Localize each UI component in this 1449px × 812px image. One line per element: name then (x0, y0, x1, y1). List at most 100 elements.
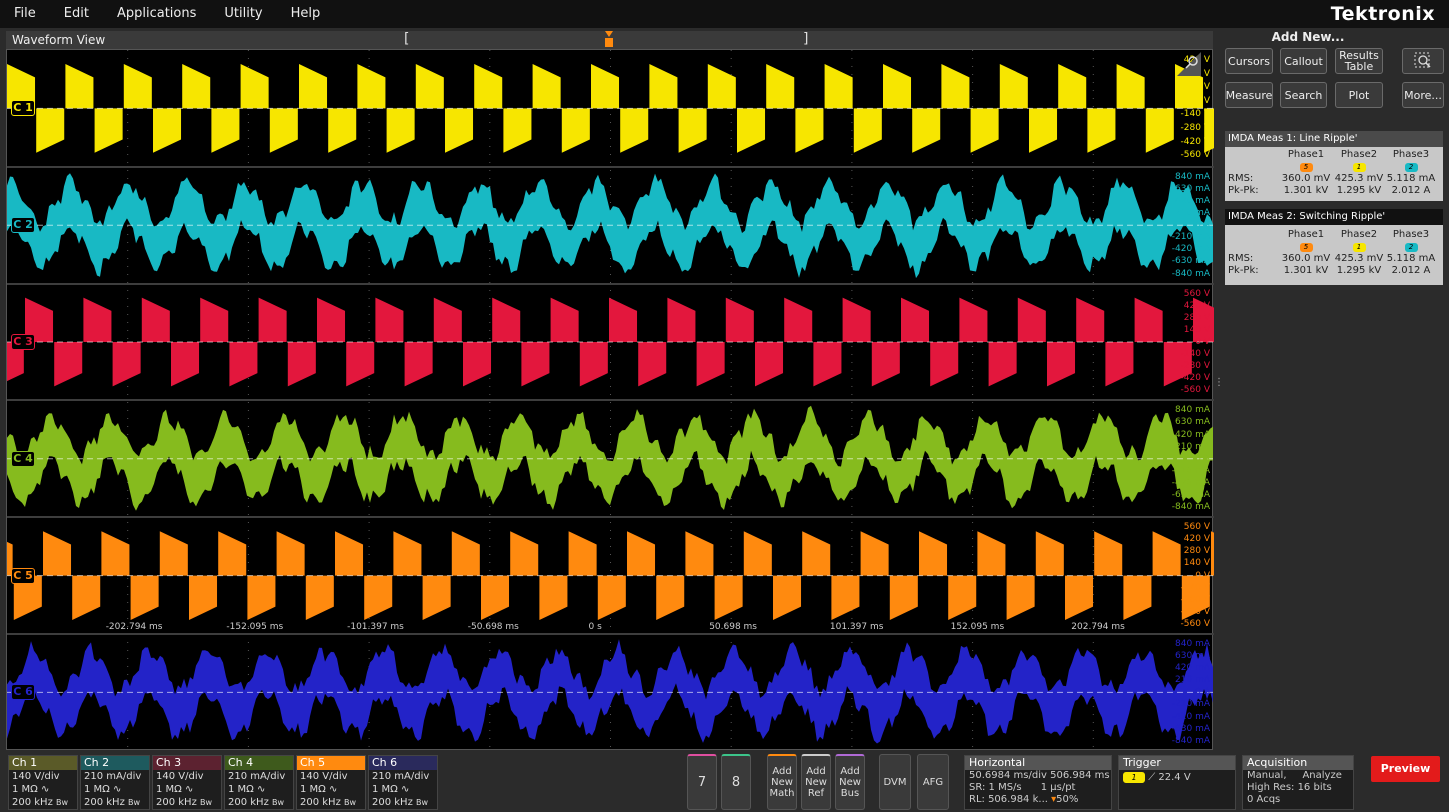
scale-label: 420 mA (1175, 663, 1210, 674)
menu-applications[interactable]: Applications (116, 6, 197, 21)
trigger-level: 22.4 V (1158, 772, 1191, 783)
channel-3-handle[interactable]: C 3 (11, 334, 35, 350)
scale-label: 840 mA (1175, 171, 1210, 182)
meas1-rms2: 425.3 mV (1334, 173, 1384, 184)
channel-6-scale: 840 mA 630 mA 420 mA 210 mA 0 A -210 mA -420 m… (1166, 638, 1210, 747)
scale-label: 420 V (1183, 300, 1210, 311)
imda-meas1-badge[interactable]: IMDA Meas 1: Line Ripple' Phase1 Phase2 Ph… (1225, 131, 1443, 201)
callout-button[interactable]: Callout (1280, 48, 1327, 74)
scale-label: 280 V (1183, 312, 1210, 323)
record-view-right-bracket[interactable]: ] (803, 31, 809, 47)
meas1-chip-ch1: 1 (1352, 163, 1366, 172)
channel-badge-impedance: 1 MΩ (300, 784, 326, 795)
meas1-pk-row: Pk-Pk: 1.301 kV 1.295 kV 2.012 A (1225, 185, 1443, 197)
scale-label: 210 mA (1175, 675, 1210, 686)
channel-badge-scale: 210 mA/div (84, 771, 142, 782)
time-axis-label: 202.794 ms (1071, 622, 1125, 632)
channel-badge-scale: 210 mA/div (228, 771, 286, 782)
menu-utility[interactable]: Utility (224, 6, 263, 21)
time-axis-label: -202.794 ms (105, 622, 163, 632)
meas1-pk-label: Pk-Pk: (1228, 185, 1259, 196)
channel-badge-impedance: 1 MΩ (84, 784, 110, 795)
cursors-button[interactable]: Cursors (1225, 48, 1273, 74)
scale-label: -140 V (1180, 582, 1210, 593)
channel-badge-impedance-row: 1 MΩ ∿ (9, 783, 77, 796)
record-view-left-bracket[interactable]: [ (404, 31, 410, 47)
channel-7-button[interactable]: 7 (687, 754, 717, 810)
scale-label: -210 mA (1171, 465, 1210, 476)
scale-label: -840 mA (1171, 502, 1210, 513)
meas1-phase2: Phase2 (1340, 149, 1378, 160)
channel-badge-impedance-row: 1 MΩ ∿ (225, 783, 293, 796)
dvm-button[interactable]: DVM (879, 754, 911, 810)
scale-label: 420 V (1183, 534, 1210, 545)
acquisition-badge[interactable]: Acquisition Manual, Analyze High Res: 16… (1242, 755, 1354, 810)
search-button[interactable]: Search (1280, 82, 1327, 108)
scale-label: 420 mA (1175, 195, 1210, 206)
ac-coupling-icon: ∿ (257, 784, 266, 795)
horizontal-scale: 50.6984 ms/div (969, 770, 1047, 781)
meas2-pk-row: Pk-Pk: 1.301 kV 1.295 kV 2.012 A (1225, 265, 1443, 277)
channel-badge-scale: 210 mA/div (372, 771, 430, 782)
zoom-box-button[interactable] (1402, 48, 1444, 74)
channel-2-badge[interactable]: Ch 2 210 mA/div 1 MΩ ∿ 200 kHz Bw (80, 755, 150, 810)
channel-6-handle[interactable]: C 6 (11, 684, 35, 701)
scale-label: -280 V (1180, 361, 1210, 372)
trigger-badge[interactable]: Trigger 1 ⟋ 22.4 V (1118, 755, 1236, 810)
time-axis-label: 101.397 ms (829, 622, 884, 632)
channel-5-handle[interactable]: C 5 (11, 567, 35, 584)
time-axis-label: 152.095 ms (950, 622, 1005, 632)
add-new-ref-button[interactable]: Add New Ref (801, 754, 831, 810)
meas1-phase-row: Phase1 Phase2 Phase3 (1225, 149, 1443, 161)
acquisition-title: Acquisition (1243, 756, 1353, 770)
results-table-button[interactable]: Results Table (1335, 48, 1383, 74)
add-new-math-button[interactable]: Add New Math (767, 754, 797, 810)
scale-label: -630 mA (1171, 490, 1210, 501)
channel-5-badge[interactable]: Ch 5 140 V/div 1 MΩ ∿ 200 kHz Bw (296, 755, 366, 810)
meas2-chip-ch2: 2 (1404, 243, 1418, 252)
preview-button[interactable]: Preview (1371, 756, 1440, 782)
scale-label: -840 mA (1171, 735, 1210, 746)
channel-3-trace (7, 297, 1214, 387)
menu-file[interactable]: File (14, 6, 36, 21)
scale-label: -420 mA (1171, 477, 1210, 488)
scale-label: 140 V (1183, 558, 1210, 569)
scale-label: -420 mA (1171, 244, 1210, 255)
channel-1-handle[interactable]: C 1 (11, 100, 35, 117)
channel-badge-impedance: 1 MΩ (156, 784, 182, 795)
trigger-position-icon[interactable] (603, 29, 615, 49)
rising-edge-icon: ⟋ (1148, 772, 1156, 783)
trigger-source-chip: 1 (1123, 772, 1145, 783)
meas2-rms2: 425.3 mV (1334, 253, 1384, 264)
channel-1-badge[interactable]: Ch 1 140 V/div 1 MΩ ∿ 200 kHz Bw (8, 755, 78, 810)
channel-4-handle[interactable]: C 4 (11, 450, 35, 467)
add-new-title: Add New... (1271, 30, 1345, 44)
channel-badge-name: Ch 2 (81, 756, 149, 770)
channel-3-badge[interactable]: Ch 3 140 V/div 1 MΩ ∿ 200 kHz Bw (152, 755, 222, 810)
channel-2-handle[interactable]: C 2 (11, 217, 35, 234)
imda-meas2-badge[interactable]: IMDA Meas 2: Switching Ripple' Phase1 Pha… (1225, 209, 1443, 285)
menu-help[interactable]: Help (290, 6, 321, 21)
scale-label: 560 V (1183, 522, 1210, 533)
meas2-title-name: Switching Ripple' (1299, 211, 1386, 222)
measure-button[interactable]: Measure (1225, 82, 1273, 108)
channel-6-badge[interactable]: Ch 6 210 mA/div 1 MΩ ∿ 200 kHz Bw (368, 755, 438, 810)
channel-8-button[interactable]: 8 (721, 754, 751, 810)
waveform-view-header: Waveform View [ ] (6, 31, 1213, 49)
plot-button[interactable]: Plot (1335, 82, 1383, 108)
more-button[interactable]: More... (1402, 82, 1444, 108)
channel-badge-impedance: 1 MΩ (12, 784, 38, 795)
add-new-bus-button[interactable]: Add New Bus (835, 754, 865, 810)
meas1-pk2: 1.295 kV (1336, 185, 1382, 196)
afg-button[interactable]: AFG (917, 754, 949, 810)
menu-edit[interactable]: Edit (63, 6, 89, 21)
zoom-icon[interactable] (1177, 52, 1201, 76)
meas1-rms-row: RMS: 360.0 mV 425.3 mV 5.118 mA (1225, 173, 1443, 185)
bandwidth-limit-icon: Bw (272, 798, 285, 807)
row-divider (7, 633, 1214, 635)
horizontal-badge[interactable]: Horizontal 50.6984 ms/div 506.984 ms SR:… (964, 755, 1112, 810)
channel-4-badge[interactable]: Ch 4 210 mA/div 1 MΩ ∿ 200 kHz Bw (224, 755, 294, 810)
panel-resize-handle[interactable]: ⋮ (1214, 377, 1224, 388)
channel-badge-bandwidth: 200 kHz (228, 797, 269, 808)
